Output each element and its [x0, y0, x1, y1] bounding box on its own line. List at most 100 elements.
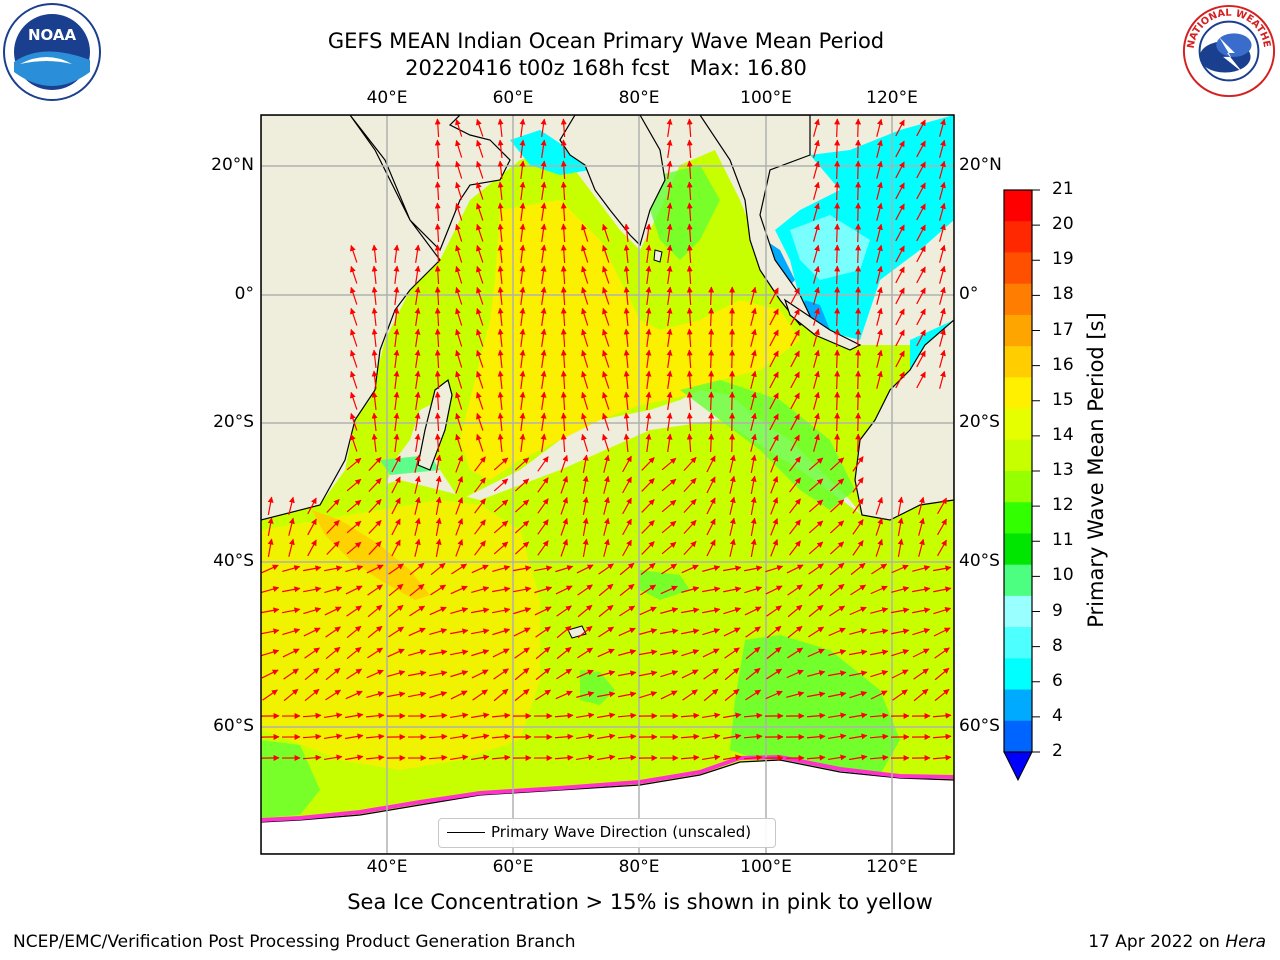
wave-arrow: [324, 754, 343, 761]
wave-arrow: [368, 540, 382, 555]
wave-arrow: [769, 392, 779, 410]
wave-arrow: [577, 604, 593, 618]
wave-arrow: [934, 688, 950, 702]
wave-arrow: [918, 517, 925, 536]
wave-arrow: [514, 541, 530, 555]
wave-arrow: [790, 350, 800, 368]
wave-arrow: [476, 328, 484, 347]
wave-arrow: [455, 160, 463, 179]
wave-arrow: [834, 160, 841, 180]
wave-arrow: [834, 307, 841, 327]
wave-arrow: [497, 181, 504, 201]
wave-arrow: [790, 308, 800, 326]
wave-arrow: [393, 244, 400, 264]
wave-arrow: [686, 307, 693, 327]
wave-arrow: [666, 118, 673, 137]
wave-arrow: [686, 412, 693, 432]
wave-arrow: [661, 541, 677, 555]
wave-arrow: [729, 328, 736, 348]
wave-arrow: [855, 160, 862, 180]
wave-arrow: [622, 497, 632, 515]
footer-date: 17 Apr 2022 on Hera: [1088, 932, 1266, 952]
wave-arrow: [560, 265, 567, 285]
wave-arrow: [933, 565, 952, 572]
wave-arrow: [493, 499, 509, 513]
wave-arrow: [491, 733, 511, 740]
wave-arrow: [666, 433, 673, 452]
wave-arrow: [770, 476, 779, 494]
wave-arrow: [450, 607, 469, 614]
wave-arrow: [560, 202, 567, 222]
wave-arrow: [645, 265, 652, 285]
wave-arrow: [939, 160, 946, 179]
wave-arrow: [617, 754, 637, 761]
wave-arrow: [787, 647, 804, 659]
wave-arrow: [288, 517, 295, 536]
wave-arrow: [434, 328, 441, 348]
wave-arrow: [729, 307, 736, 327]
wave-arrow: [895, 245, 905, 263]
wave-arrow: [789, 477, 801, 493]
wave-arrow: [666, 349, 673, 368]
wave-arrow: [623, 412, 630, 432]
wave-arrow: [582, 517, 589, 536]
wave-arrow: [519, 328, 526, 348]
wave-arrow: [540, 391, 547, 410]
wave-arrow: [934, 667, 950, 681]
wave-arrow: [850, 584, 867, 596]
wave-arrow: [852, 540, 864, 556]
lat-label-left: 40°S: [213, 551, 254, 571]
wave-arrow: [434, 433, 441, 453]
legend-label: Primary Wave Direction (unscaled): [491, 823, 752, 841]
wave-arrow: [660, 607, 679, 614]
wave-arrow: [581, 286, 589, 305]
wave-arrow: [476, 139, 484, 158]
wave-arrow: [581, 370, 589, 389]
wave-arrow: [560, 118, 567, 138]
wave-arrow: [769, 287, 779, 305]
wave-arrow: [855, 139, 862, 159]
wave-arrow: [367, 647, 384, 659]
wave-arrow: [702, 754, 721, 761]
colorbar-tick-label: 15: [1052, 389, 1074, 410]
wave-arrow: [640, 584, 657, 596]
wave-arrow: [455, 265, 463, 284]
wave-arrow: [282, 586, 301, 593]
wave-arrow: [875, 517, 883, 536]
wave-arrow: [681, 564, 699, 574]
wave-arrow: [834, 118, 841, 138]
wave-arrow: [706, 518, 716, 536]
wave-arrow: [645, 328, 652, 348]
lat-label-left: 60°S: [213, 716, 254, 736]
wave-arrow: [708, 370, 715, 390]
wave-arrow: [324, 712, 343, 719]
wave-arrow: [807, 691, 826, 698]
wave-arrow: [686, 139, 693, 159]
wave-arrow: [476, 433, 484, 452]
colorbar-tick-label: 10: [1052, 565, 1074, 586]
wave-arrow: [288, 538, 295, 557]
wave-arrow: [492, 648, 510, 658]
wave-arrow: [933, 607, 952, 615]
wave-arrow: [455, 223, 463, 242]
wave-arrow: [367, 604, 383, 618]
wave-arrow: [828, 649, 847, 656]
wave-arrow: [895, 182, 905, 200]
wave-arrow: [428, 733, 448, 740]
wave-arrow: [681, 628, 700, 635]
wave-arrow: [829, 562, 845, 576]
wave-arrow: [434, 202, 441, 222]
wave-arrow: [476, 202, 484, 221]
wave-arrow: [729, 349, 736, 369]
wave-arrow: [750, 370, 757, 389]
wave-arrow: [895, 119, 905, 137]
wave-arrow: [455, 244, 463, 263]
wave-arrow: [581, 328, 589, 347]
wave-arrow: [434, 349, 441, 369]
wave-arrow: [683, 519, 697, 535]
wave-arrow: [769, 350, 779, 368]
wave-arrow: [471, 712, 490, 719]
wave-arrow: [916, 287, 926, 305]
colorbar-segment: [1004, 533, 1032, 566]
wave-arrow: [519, 223, 526, 243]
